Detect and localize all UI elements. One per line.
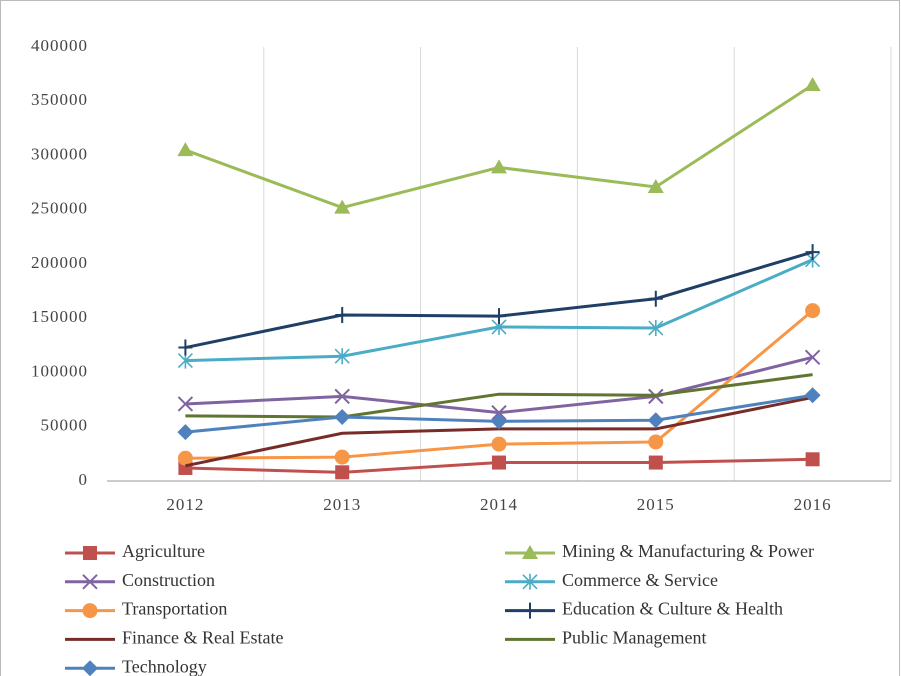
legend-label: Education & Culture & Health: [562, 599, 783, 619]
y-tick-label: 300000: [31, 144, 88, 163]
y-tick-label: 100000: [31, 361, 88, 380]
y-tick-label: 200000: [31, 253, 88, 272]
marker: [177, 424, 194, 441]
marker: [334, 199, 351, 214]
marker: [334, 388, 350, 405]
marker: [648, 455, 663, 470]
marker: [805, 452, 820, 467]
marker: [804, 76, 821, 91]
marker: [491, 436, 507, 452]
series-line: [185, 373, 813, 419]
marker: [335, 465, 350, 480]
marker: [334, 348, 350, 365]
series-line: [185, 355, 813, 415]
marker: [177, 142, 194, 157]
marker: [647, 412, 664, 429]
legend-label: Public Management: [562, 628, 706, 648]
legend-label: Technology: [122, 656, 207, 676]
marker: [648, 320, 664, 337]
marker: [335, 306, 350, 323]
legend-label: Agriculture: [122, 541, 205, 561]
marker: [804, 349, 821, 366]
marker: [647, 178, 664, 193]
y-tick-label: 400000: [31, 36, 88, 55]
marker: [491, 404, 507, 421]
y-tick-label: 150000: [31, 307, 88, 326]
legend-label: Construction: [122, 570, 215, 590]
marker: [334, 449, 350, 465]
marker: [523, 602, 537, 619]
marker: [491, 159, 507, 174]
marker: [82, 574, 98, 590]
legend-label: Commerce & Service: [562, 570, 718, 590]
y-tick-label: 250000: [31, 199, 88, 218]
x-tick-label: 2016: [794, 495, 832, 514]
marker: [648, 290, 663, 307]
legend-label: Transportation: [122, 599, 227, 619]
marker: [334, 408, 351, 425]
legend-label: Mining & Manufacturing & Power: [562, 541, 814, 561]
y-tick-label: 0: [79, 470, 89, 489]
marker: [522, 573, 538, 590]
marker: [648, 434, 664, 450]
marker: [177, 396, 194, 412]
marker: [805, 244, 820, 261]
marker: [492, 308, 506, 325]
marker: [83, 546, 97, 560]
series-line: [184, 83, 814, 210]
marker: [805, 303, 821, 319]
marker: [177, 450, 193, 466]
x-tick-label: 2013: [323, 495, 361, 514]
marker: [82, 660, 98, 676]
x-tick-label: 2012: [166, 495, 204, 514]
marker: [804, 387, 821, 404]
marker: [522, 545, 538, 559]
y-tick-label: 50000: [41, 416, 89, 435]
x-tick-label: 2015: [637, 495, 675, 514]
marker: [492, 455, 506, 470]
y-tick-label: 350000: [31, 90, 88, 109]
x-tick-label: 2014: [480, 495, 518, 514]
legend-label: Finance & Real Estate: [122, 628, 283, 648]
marker: [491, 413, 507, 430]
marker: [178, 339, 193, 356]
marker: [82, 603, 98, 619]
